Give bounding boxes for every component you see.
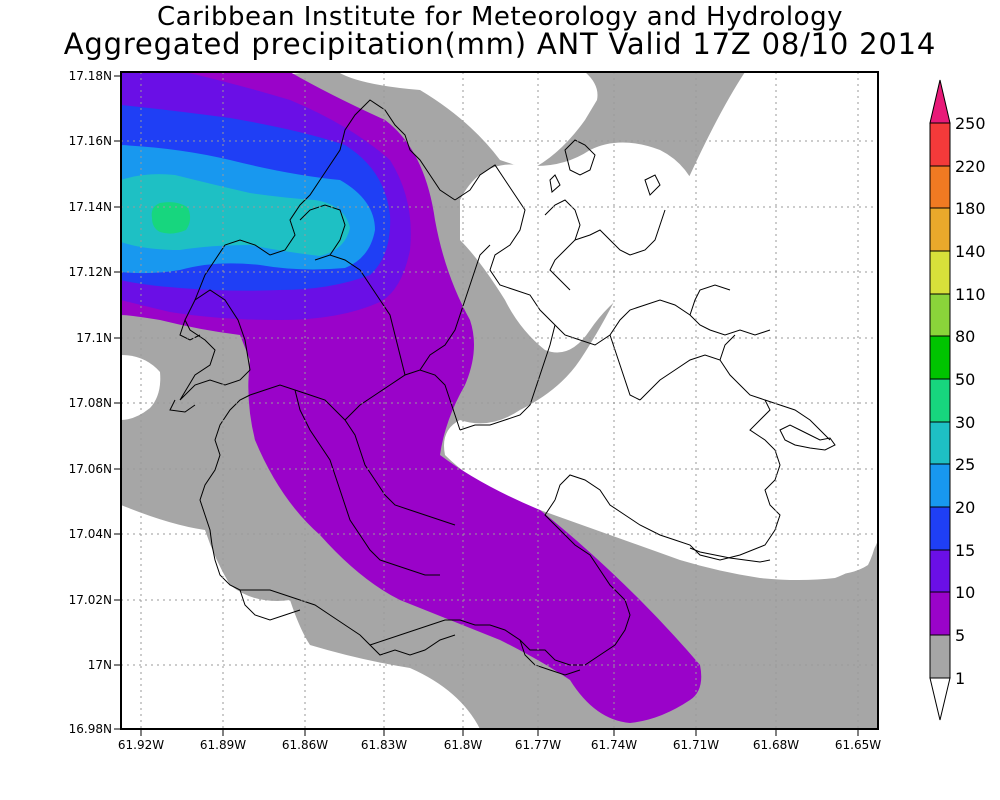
lat-label: 17.16N [69, 134, 112, 148]
latitude-labels: 17.18N 17.16N 17.14N 17.12N 17.1N 17.08N… [69, 69, 112, 736]
map-title: Caribbean Institute for Meteorology and … [157, 2, 843, 32]
colorbar-swatch-220-250 [929, 122, 951, 167]
map-frame [120, 71, 879, 730]
lat-label: 17.02N [69, 593, 112, 607]
colorbar-swatch-50-80 [929, 335, 951, 380]
colorbar-swatch-30-50 [929, 378, 951, 423]
colorbar-label: 220 [955, 157, 986, 176]
colorbar-swatch-180-220 [929, 165, 951, 209]
colorbar-label: 20 [955, 498, 975, 517]
lon-label: 61.77W [515, 738, 561, 752]
lat-label: 17.04N [69, 527, 112, 541]
lon-label: 61.71W [673, 738, 719, 752]
lon-label: 61.74W [591, 738, 637, 752]
lat-label: 17.06N [69, 462, 112, 476]
lon-label: 61.65W [835, 738, 881, 752]
lat-label: 17.12N [69, 265, 112, 279]
colorbar-label: 50 [955, 370, 975, 389]
axis-ticks [114, 75, 859, 736]
colorbar-top-triangle [929, 79, 951, 124]
colorbar-swatch-10-15 [929, 549, 951, 593]
lat-label: 17.14N [69, 200, 112, 214]
colorbar-label: 25 [955, 455, 975, 474]
clear-area-west-coast [121, 505, 480, 729]
precipitation-fields [121, 72, 878, 729]
colorbar-label: 30 [955, 413, 975, 432]
colorbar-label: 1 [955, 669, 965, 688]
lat-label: 17.08N [69, 396, 112, 410]
lon-label: 61.86W [282, 738, 328, 752]
colorbar-bottom-triangle [929, 677, 951, 721]
colorbar-swatch-25-30 [929, 421, 951, 465]
colorbar-swatch-110-140 [929, 250, 951, 295]
colorbar-label: 5 [955, 626, 965, 645]
colorbar-swatch-20-25 [929, 463, 951, 508]
clear-area-east [625, 72, 878, 576]
lat-label: 17.1N [76, 331, 112, 345]
gridlines [121, 72, 878, 729]
colorbar-swatch-80-110 [929, 293, 951, 337]
colorbar-swatch-140-180 [929, 207, 951, 252]
lat-label: 16.98N [69, 722, 112, 736]
precip-field-25-30 [121, 174, 350, 256]
clear-area-north [460, 142, 700, 353]
precip-field-30-50 [151, 202, 191, 234]
colorbar-swatch-1-5 [929, 634, 951, 679]
clear-area-ne [745, 72, 878, 155]
lon-label: 61.92W [118, 738, 164, 752]
lon-label: 61.89W [200, 738, 246, 752]
colorbar-label: 110 [955, 285, 986, 304]
colorbar-swatch-15-20 [929, 506, 951, 551]
coastline-outlines [169, 99, 836, 676]
lat-label: 17.18N [69, 69, 112, 83]
lon-label: 61.68W [753, 738, 799, 752]
colorbar-label: 250 [955, 114, 986, 133]
colorbar-labels: 250 220 180 140 110 80 50 30 25 20 15 10… [955, 114, 986, 688]
colorbar-swatch-5-10 [929, 591, 951, 636]
lon-label: 61.83W [361, 738, 407, 752]
map-subtitle: Aggregated precipitation(mm) ANT Valid 1… [63, 27, 937, 61]
clear-area-west-notch [121, 355, 161, 420]
colorbar-label: 140 [955, 242, 986, 261]
lat-label: 17N [88, 658, 112, 672]
colorbar-label: 180 [955, 199, 986, 218]
lon-label: 61.8W [444, 738, 483, 752]
colorbar-label: 10 [955, 583, 975, 602]
longitude-labels: 61.92W 61.89W 61.86W 61.83W 61.8W 61.77W… [118, 738, 881, 752]
colorbar [929, 79, 951, 721]
colorbar-label: 80 [955, 327, 975, 346]
colorbar-label: 15 [955, 541, 975, 560]
